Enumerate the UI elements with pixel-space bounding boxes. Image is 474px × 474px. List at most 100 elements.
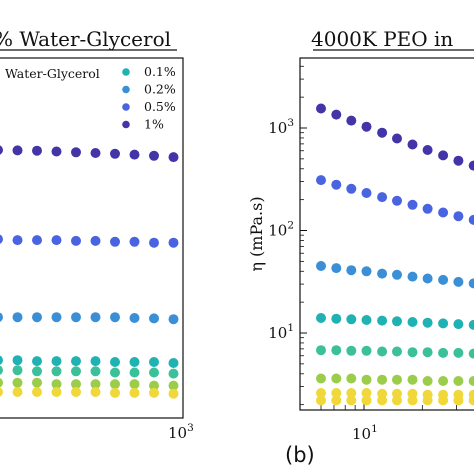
panel-b-point: [316, 261, 326, 271]
panel-a-point: [110, 312, 120, 323]
panel-a-point: [71, 387, 81, 397]
panel-a-point: [168, 368, 179, 379]
panel-b-point: [392, 195, 402, 206]
panel-b-point: [453, 155, 464, 166]
panel-b-point: [438, 376, 449, 386]
panel-a-point: [71, 366, 81, 377]
panel-a-point: [90, 366, 101, 377]
panel-b-point: [361, 315, 372, 325]
panel-b-point: [361, 388, 372, 398]
panel-a-point: [168, 152, 179, 163]
panel-a-point: [129, 149, 140, 160]
panel-b-point: [361, 266, 372, 277]
panel-b-point: [331, 395, 342, 406]
panel-a-point: [168, 380, 179, 391]
panel-b-point: [331, 179, 342, 190]
panel-b: 4000K PEO in η (mPa.s) 101 102 103 101 (b): [247, 27, 474, 467]
panel-a-point: [51, 235, 62, 246]
panel-b-point: [346, 388, 357, 398]
panel-a-point: [129, 379, 140, 390]
panel-b-point: [377, 127, 388, 138]
panel-b-axes-frame: [299, 57, 474, 411]
panel-b-point: [453, 211, 464, 222]
panel-a-point: [71, 379, 81, 390]
panel-a-x-tick-label: 103: [168, 422, 194, 442]
panel-b-point: [453, 319, 464, 330]
panel-a-point: [0, 387, 3, 397]
panel-a-point: [90, 148, 101, 158]
panel-a-point: [129, 387, 140, 398]
panel-b-point: [361, 188, 372, 198]
panel-a-point: [12, 365, 23, 376]
panel-a-point: [168, 237, 179, 248]
panel-a-point: [32, 387, 42, 397]
panel-a-point: [51, 387, 62, 397]
panel-a-title: % Water-Glycerol: [0, 27, 171, 51]
panel-b-point: [331, 345, 342, 356]
panel-a-point: [90, 356, 101, 367]
panel-a-point: [129, 357, 140, 367]
panel-a-point: [0, 145, 3, 155]
panel-b-point: [392, 133, 402, 144]
panel-b-point: [422, 395, 433, 406]
panel-b-point: [377, 268, 388, 279]
panel-a-point: [71, 235, 81, 246]
panel-b-point: [422, 347, 433, 358]
panel-a-axes-frame: [0, 57, 184, 419]
panel-a: % Water-Glycerol 103 Water-Glycerol 0.1%…: [0, 27, 194, 442]
panel-b-point: [346, 373, 357, 384]
panel-a-point: [0, 234, 3, 244]
panel-a-point: [149, 150, 159, 161]
panel-b-point: [316, 388, 326, 398]
panel-a-point: [149, 313, 159, 324]
panel-a-point: [12, 312, 23, 323]
panel-b-point: [468, 160, 474, 171]
panel-b-point: [377, 192, 388, 203]
panel-b-point: [331, 373, 342, 384]
panel-b-point: [453, 347, 464, 358]
panel-b-y-label: η (mPa.s): [247, 196, 266, 271]
panel-a-point: [168, 388, 179, 399]
panel-a-point: [0, 355, 3, 365]
panel-b-point: [346, 183, 357, 194]
panel-b-point: [407, 199, 418, 210]
panel-b-point: [316, 345, 326, 356]
panel-a-point: [32, 235, 42, 246]
panel-b-point: [346, 314, 357, 325]
panel-a-point: [71, 147, 81, 158]
panel-b-point: [361, 345, 372, 356]
panel-b-point: [361, 374, 372, 385]
panel-a-point: [129, 313, 140, 323]
panel-b-label: (b): [285, 443, 315, 467]
panel-b-points: [316, 103, 474, 406]
panel-b-point: [316, 175, 326, 186]
panel-b-point: [377, 346, 388, 357]
panel-a-point: [168, 314, 179, 325]
panel-b-point: [407, 395, 418, 406]
panel-b-point: [346, 345, 357, 356]
panel-b-point: [377, 315, 388, 326]
panel-a-point: [51, 366, 62, 377]
panel-b-point: [422, 273, 433, 284]
panel-a-point: [168, 358, 179, 368]
panel-b-point: [316, 103, 326, 114]
panel-a-point: [32, 145, 42, 156]
panel-a-point: [110, 148, 120, 159]
panel-b-point: [316, 313, 326, 323]
panel-b-y-tick-label: 103: [268, 117, 294, 137]
legend-title: Water-Glycerol: [5, 66, 100, 81]
legend-marker: [122, 103, 130, 111]
legend-marker: [122, 85, 130, 94]
panel-a-point: [0, 365, 3, 375]
panel-a-point: [129, 236, 140, 247]
panel-a-point: [149, 387, 159, 398]
panel-a-point: [0, 378, 3, 388]
panel-a-point: [110, 379, 120, 390]
panel-b-point: [346, 115, 357, 126]
panel-b-point: [331, 313, 342, 324]
panel-a-point: [71, 312, 81, 323]
panel-b-point: [361, 121, 372, 132]
panel-b-point: [407, 139, 418, 150]
panel-b-point: [346, 395, 357, 406]
